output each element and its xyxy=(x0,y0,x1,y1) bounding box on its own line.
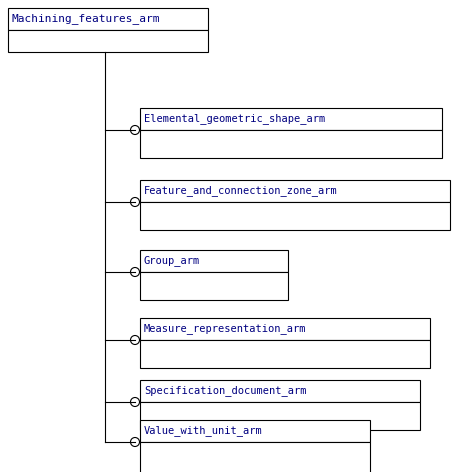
Bar xyxy=(140,130,442,158)
Bar xyxy=(140,442,370,472)
Text: Value_with_unit_arm: Value_with_unit_arm xyxy=(144,426,263,437)
Bar xyxy=(140,250,288,272)
Bar xyxy=(140,340,430,368)
Circle shape xyxy=(131,197,140,207)
Bar xyxy=(8,30,208,52)
Text: Group_arm: Group_arm xyxy=(144,255,200,267)
Bar xyxy=(140,420,370,442)
Text: Machining_features_arm: Machining_features_arm xyxy=(12,14,161,25)
Bar xyxy=(140,380,420,402)
Circle shape xyxy=(131,397,140,406)
Circle shape xyxy=(131,438,140,447)
Bar xyxy=(8,8,208,30)
Bar xyxy=(140,202,450,230)
Bar xyxy=(140,272,288,300)
Circle shape xyxy=(131,268,140,277)
Text: Feature_and_connection_zone_arm: Feature_and_connection_zone_arm xyxy=(144,185,338,196)
Text: Elemental_geometric_shape_arm: Elemental_geometric_shape_arm xyxy=(144,114,325,125)
Bar xyxy=(140,402,420,430)
Bar xyxy=(140,318,430,340)
Bar xyxy=(140,108,442,130)
Bar xyxy=(140,180,450,202)
Text: Measure_representation_arm: Measure_representation_arm xyxy=(144,323,307,335)
Circle shape xyxy=(131,336,140,345)
Circle shape xyxy=(131,126,140,135)
Text: Specification_document_arm: Specification_document_arm xyxy=(144,386,307,396)
